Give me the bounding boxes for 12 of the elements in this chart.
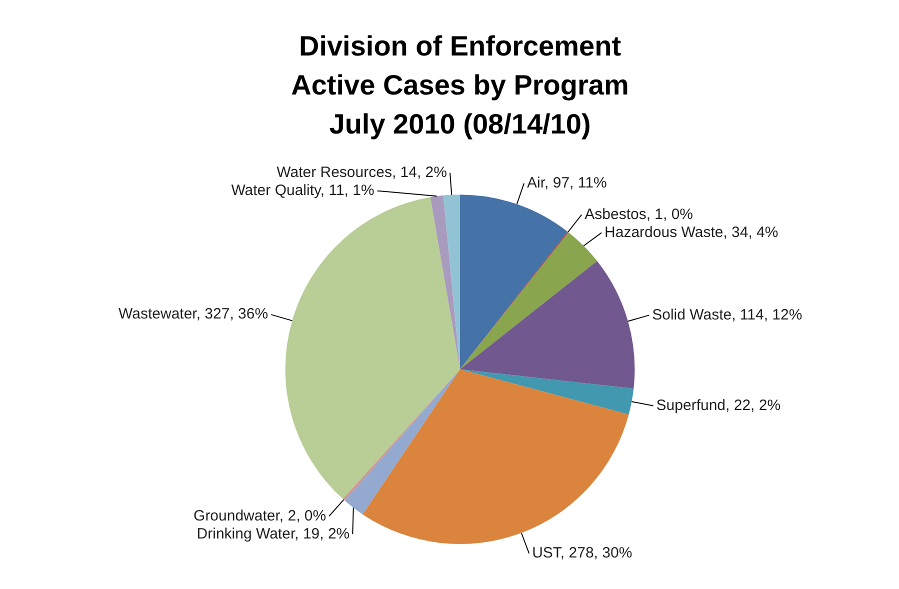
- chart-title: Division of Enforcement Active Cases by Program July 2010 (08/14/10): [291, 30, 629, 140]
- slice-label: Air, 97, 11%: [527, 174, 607, 192]
- slice-label: Wastewater, 327, 36%: [118, 306, 268, 323]
- slice-label: Water Quality, 11, 1%: [231, 182, 374, 199]
- slice-label: Asbestos, 1, 0%: [584, 206, 694, 223]
- slice-label: Water Resources, 14, 2%: [276, 164, 447, 181]
- slice-label: Drinking Water, 19, 2%: [196, 525, 350, 542]
- slice-label: Solid Waste, 114, 12%: [652, 306, 802, 324]
- slice-label: Groundwater, 2, 0%: [194, 507, 326, 524]
- slice-label: Hazardous Waste, 34, 4%: [604, 224, 778, 241]
- slice-label: Superfund, 22, 2%: [656, 396, 781, 414]
- slice-label: UST, 278, 30%: [532, 544, 632, 562]
